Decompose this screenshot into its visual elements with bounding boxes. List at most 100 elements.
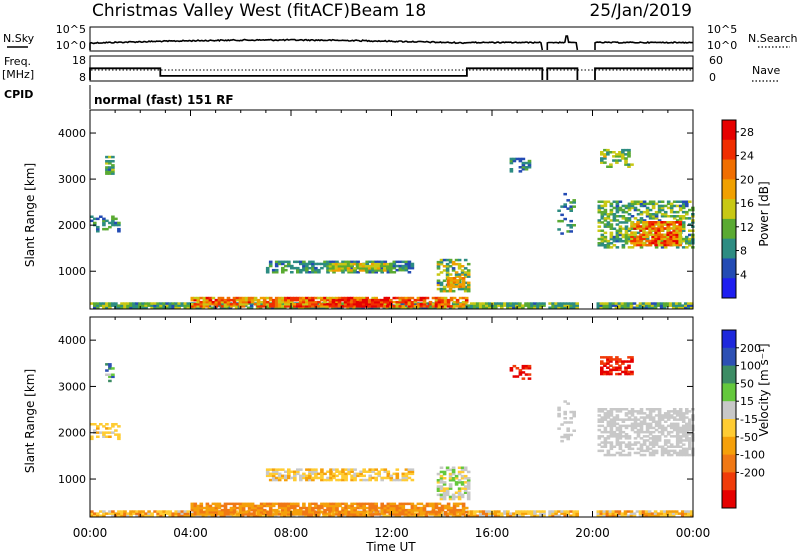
range-cell	[488, 512, 492, 515]
range-cell	[497, 512, 501, 515]
range-cell	[642, 243, 646, 247]
range-cell	[657, 410, 662, 413]
range-cell	[449, 279, 454, 282]
range-cell	[509, 170, 514, 173]
range-cell	[196, 506, 201, 510]
range-cell	[478, 512, 483, 515]
range-cell	[560, 306, 564, 309]
range-cell	[627, 412, 632, 415]
range-cell	[636, 235, 640, 238]
range-cell	[675, 443, 680, 446]
range-cell	[329, 476, 333, 480]
range-cell	[615, 155, 619, 158]
range-cell	[669, 215, 674, 218]
range-cell	[353, 468, 357, 471]
range-cell	[434, 298, 439, 302]
range-cell	[135, 304, 139, 307]
range-cell	[350, 468, 354, 471]
range-cell	[621, 244, 626, 247]
range-cell	[409, 514, 414, 517]
range-cell	[660, 445, 665, 448]
range-cell	[624, 210, 629, 214]
range-cell	[442, 497, 447, 501]
range-cell	[629, 304, 634, 307]
range-cell	[566, 512, 570, 515]
range-cell	[208, 300, 213, 304]
range-cell	[389, 305, 393, 308]
range-cell	[320, 504, 324, 508]
range-cell	[96, 230, 100, 233]
range-cell	[654, 443, 659, 446]
range-cell	[428, 504, 433, 508]
range-cell	[461, 305, 466, 308]
range-cell	[657, 412, 662, 415]
range-cell	[659, 306, 664, 309]
range-cell	[639, 408, 644, 411]
range-cell	[491, 304, 495, 307]
range-cell	[331, 300, 336, 304]
range-cell	[636, 424, 641, 428]
y-tick-label: 3000	[58, 380, 86, 393]
range-cell	[647, 304, 652, 307]
range-cell	[287, 502, 291, 506]
range-cell	[609, 213, 614, 216]
range-cell	[437, 303, 442, 306]
range-cell	[407, 502, 412, 506]
range-cell	[466, 285, 471, 289]
range-cell	[494, 510, 498, 513]
range-cell	[290, 470, 294, 473]
range-cell	[461, 506, 466, 510]
range-cell	[437, 513, 442, 516]
range-cell	[497, 302, 501, 305]
range-cell	[669, 239, 673, 243]
range-cell	[117, 437, 121, 441]
range-cell	[448, 468, 453, 472]
range-cell	[314, 474, 318, 478]
range-cell	[424, 302, 429, 305]
range-cell	[448, 258, 453, 262]
range-cell	[388, 514, 393, 517]
range-cell	[350, 298, 354, 302]
range-cell	[685, 239, 689, 243]
range-cell	[223, 300, 228, 304]
range-cell	[407, 305, 412, 308]
range-cell	[111, 223, 115, 227]
range-cell	[389, 269, 393, 272]
range-cell	[648, 424, 653, 428]
range-cell	[524, 373, 529, 376]
range-cell	[380, 468, 384, 471]
range-cell	[605, 302, 610, 305]
range-cell	[196, 296, 201, 300]
range-cell	[341, 508, 345, 512]
range-cell	[379, 265, 384, 268]
range-cell	[678, 223, 682, 226]
time-tick-label: 08:00	[274, 526, 309, 540]
range-cell	[615, 202, 620, 206]
range-cell	[597, 443, 602, 446]
range-cell	[433, 514, 438, 517]
range-cell	[668, 512, 673, 515]
range-cell	[521, 168, 526, 171]
range-cell	[624, 229, 629, 232]
range-cell	[669, 223, 673, 226]
range-cell	[657, 244, 662, 247]
range-cell	[353, 305, 357, 308]
range-cell	[132, 510, 136, 513]
range-cell	[383, 476, 388, 480]
range-cell	[618, 445, 623, 448]
range-cell	[223, 305, 228, 308]
range-cell	[253, 508, 258, 512]
range-cell	[346, 300, 351, 304]
range-cell	[443, 511, 448, 514]
range-cell	[566, 514, 570, 517]
range-cell	[627, 447, 632, 451]
range-cell	[678, 208, 683, 212]
range-cell	[392, 472, 397, 476]
range-cell	[448, 487, 453, 490]
range-cell	[126, 304, 130, 307]
range-cell	[196, 504, 201, 508]
range-cell	[293, 502, 297, 506]
range-cell	[270, 306, 275, 309]
range-cell	[657, 437, 662, 440]
